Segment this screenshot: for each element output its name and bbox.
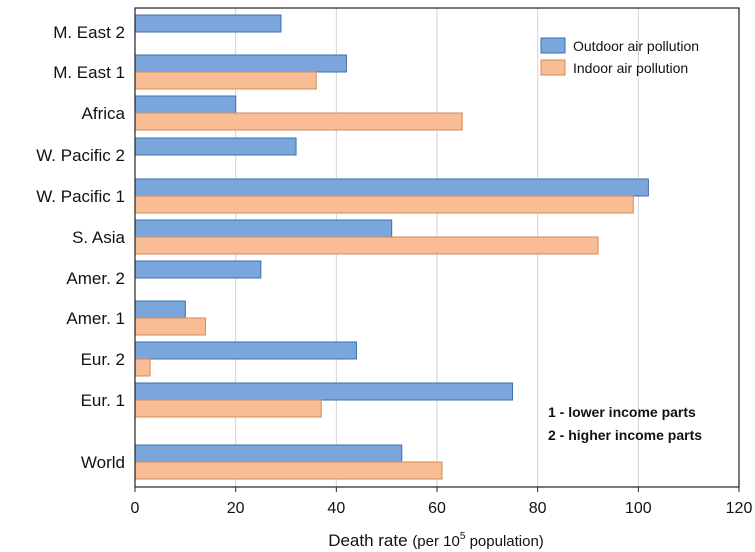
x-tick-label: 100 — [625, 500, 652, 517]
bar-outdoor — [134, 300, 186, 319]
bar-outdoor — [134, 178, 649, 197]
bar-outdoor — [134, 219, 393, 238]
category-label: Eur. 1 — [81, 391, 125, 410]
category-label: W. Pacific 1 — [36, 187, 125, 206]
bar-outdoor — [134, 14, 282, 33]
category-label: M. East 1 — [53, 63, 125, 82]
x-tick-label: 20 — [227, 500, 245, 517]
category-label: Amer. 1 — [66, 309, 125, 328]
category-label: S. Asia — [72, 228, 125, 247]
category-labels: M. East 2 M. East 1 Africa W. Pacific 2 W. P… — [36, 23, 125, 472]
category-label: Eur. 2 — [81, 350, 125, 369]
legend-swatch-indoor — [540, 59, 566, 76]
x-axis-title-main: Death rate — [328, 531, 407, 550]
x-tick-label: 120 — [726, 500, 753, 517]
category-label: World — [81, 453, 125, 472]
x-axis-ticks: 0 20 40 60 80 100 120 — [131, 487, 753, 517]
bar-indoor — [134, 236, 599, 255]
category-label: W. Pacific 2 — [36, 146, 125, 165]
bar-outdoor — [134, 95, 237, 114]
bar-indoor — [134, 399, 322, 418]
x-axis-unit-suffix: population) — [465, 533, 543, 550]
bar-indoor — [134, 461, 443, 480]
income-notes: 1 - lower income parts 2 - higher income… — [548, 404, 702, 443]
bar-indoor — [134, 195, 634, 214]
bar-indoor — [134, 358, 151, 377]
bar-outdoor — [134, 382, 513, 401]
x-axis-title: Death rate (per 105 population) — [328, 531, 544, 550]
note-higher-income: 2 - higher income parts — [548, 427, 702, 443]
x-axis-unit-exponent: 5 — [460, 531, 466, 542]
x-tick-label: 0 — [131, 500, 140, 517]
category-label: M. East 2 — [53, 23, 125, 42]
category-label: Amer. 2 — [66, 269, 125, 288]
legend: Outdoor air pollution Indoor air polluti… — [540, 37, 699, 76]
x-tick-label: 40 — [327, 500, 345, 517]
bar-indoor — [134, 71, 317, 90]
bars — [134, 14, 649, 480]
note-lower-income: 1 - lower income parts — [548, 404, 696, 420]
bar-outdoor — [134, 260, 262, 279]
bar-outdoor — [134, 444, 403, 463]
bar-outdoor — [134, 137, 297, 156]
category-label: Africa — [82, 104, 126, 123]
x-axis-unit-prefix: (per 10 — [412, 533, 460, 550]
legend-label-outdoor: Outdoor air pollution — [573, 38, 699, 54]
bar-indoor — [134, 112, 463, 131]
bar-indoor — [134, 317, 206, 336]
x-tick-label: 60 — [428, 500, 446, 517]
bar-outdoor — [134, 54, 347, 73]
bar-outdoor — [134, 341, 357, 360]
legend-swatch-outdoor — [540, 37, 566, 54]
legend-label-indoor: Indoor air pollution — [573, 60, 688, 76]
x-tick-label: 80 — [529, 500, 547, 517]
